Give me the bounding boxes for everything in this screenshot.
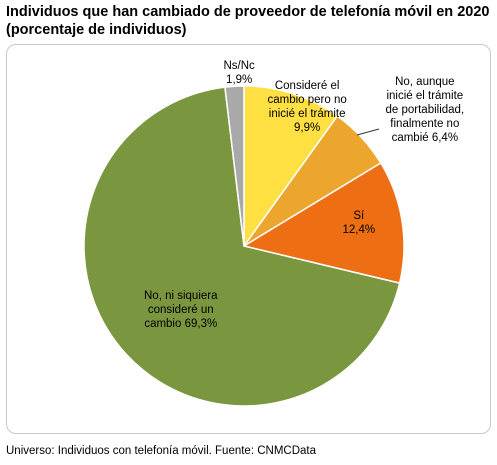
chart-title: Individuos que han cambiado de proveedor… xyxy=(6,3,489,39)
slice-label-0-line-1: cambio pero no xyxy=(267,94,347,106)
slice-label-1: No, aunque inicié el trámite de portabilid… xyxy=(386,75,465,145)
slice-label-3-line-2: cambio 69,3% xyxy=(144,318,218,330)
chart-title-line1: Individuos que han cambiado de proveedor… xyxy=(6,4,490,20)
pie-slice-3 xyxy=(83,86,401,407)
pie-slice-4 xyxy=(224,85,245,247)
slice-label-1-line-2: de portabilidad, xyxy=(385,104,465,116)
chart-area: Consideré el cambio pero no inicié el trám… xyxy=(6,44,491,434)
slice-label-2: Sí 12,4% xyxy=(343,209,376,237)
slice-label-1-line-3: finalmente no xyxy=(390,118,460,130)
slice-label-4: Ns/Nc 1,9% xyxy=(224,59,255,87)
slice-label-1-line-0: No, aunque xyxy=(395,76,455,88)
slice-label-0-line-2: inicié el trámite xyxy=(268,108,346,120)
slice-label-2-line-1: 12,4% xyxy=(342,224,376,236)
slice-label-2-line-0: Sí xyxy=(353,210,365,222)
slice-label-3-line-1: consideré un xyxy=(147,304,214,316)
slice-label-3-line-0: No, ni siquiera xyxy=(144,290,218,302)
source-note: Universo: Individuos con telefonía móvil… xyxy=(6,445,317,457)
slice-label-1-line-4: cambié 6,4% xyxy=(391,132,459,144)
pie-slice-0 xyxy=(243,85,339,249)
pie-chart xyxy=(83,85,405,407)
chart-subtitle: (porcentaje de individuos) xyxy=(6,22,187,38)
slice-label-4-line-0: Ns/Nc xyxy=(223,60,255,72)
slice-label-4-line-1: 1,9% xyxy=(226,74,253,86)
slice-label-0-line-0: Consideré el xyxy=(274,80,340,92)
slice-label-0: Consideré el cambio pero no inicié el trám… xyxy=(268,79,347,135)
leader-line xyxy=(356,128,380,136)
pie-slice-2 xyxy=(242,161,405,285)
slice-label-1-line-1: inicié el trámite xyxy=(386,90,464,102)
slice-label-3: No, ni siquiera consideré un cambio 69,3% xyxy=(144,289,218,331)
slice-label-0-line-3: 9,9% xyxy=(294,122,321,134)
